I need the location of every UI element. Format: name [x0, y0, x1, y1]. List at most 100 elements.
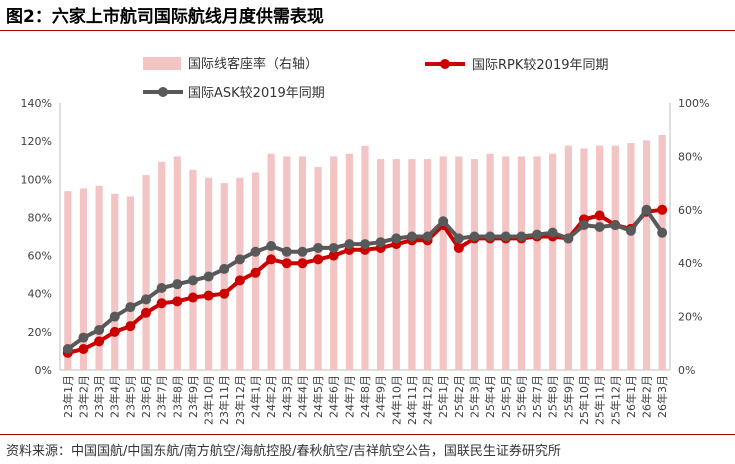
bar-load-factor	[189, 169, 197, 370]
ask-point	[141, 294, 152, 305]
bar-load-factor	[423, 159, 432, 370]
ask-point	[187, 275, 198, 286]
legend-label-rpk: 国际RPK较2019年同期	[472, 58, 608, 73]
x-tick-label: 25年6月	[514, 375, 528, 418]
ask-point	[156, 282, 167, 293]
source-note: 资料来源：中国国航/中国东航/南方航空/海航控股/春秋航空/吉祥航空公告，国联民…	[6, 444, 561, 459]
x-tick-label: 24年2月	[264, 375, 278, 418]
x-tick-label: 25年2月	[452, 375, 466, 418]
bar-load-factor	[642, 140, 651, 370]
bar-load-factor	[627, 143, 635, 370]
legend-label-load-factor: 国际线客座率（右轴）	[188, 56, 318, 72]
x-tick-label: 23年4月	[108, 375, 122, 418]
right-tick-label: 80%	[678, 150, 702, 163]
bar-load-factor	[502, 156, 510, 370]
bar-load-factor	[486, 153, 494, 370]
legend-swatch-load-factor	[143, 57, 181, 70]
bar-load-factor	[111, 193, 119, 370]
ask-point	[297, 246, 308, 257]
x-tick-label: 23年11月	[217, 375, 231, 425]
rpk-point	[109, 326, 120, 337]
x-tick-label: 23年1月	[61, 375, 75, 418]
ask-point	[657, 227, 668, 238]
bar-load-factor	[158, 161, 166, 370]
x-tick-label: 25年1月	[436, 375, 450, 418]
rpk-point	[281, 258, 292, 269]
rpk-point	[187, 292, 198, 303]
bar-load-factor	[95, 185, 103, 370]
right-tick-label: 40%	[678, 257, 702, 270]
x-tick-label: 26年1月	[624, 375, 638, 418]
bar-load-factor	[126, 196, 134, 370]
right-tick-label: 100%	[678, 97, 709, 110]
ask-point	[422, 231, 433, 242]
ask-point	[485, 231, 496, 242]
ask-point	[610, 220, 621, 231]
bar-load-factor	[408, 159, 416, 370]
ask-point	[625, 225, 636, 236]
x-tick-label: 25年5月	[499, 375, 513, 418]
x-tick-label: 23年9月	[186, 375, 200, 418]
rpk-point	[94, 336, 105, 347]
rpk-point	[78, 344, 89, 355]
rpk-point	[328, 250, 339, 261]
x-tick-label: 23年7月	[155, 375, 169, 418]
ask-point	[516, 231, 527, 242]
rpk-point	[172, 296, 183, 307]
ask-point	[360, 239, 370, 250]
title-divider	[0, 30, 735, 31]
x-tick-label: 24年4月	[295, 375, 309, 418]
ask-point	[328, 242, 339, 253]
bar-load-factor	[345, 153, 353, 370]
bar-load-factor	[533, 156, 541, 370]
bar-load-factor	[64, 191, 72, 370]
ask-point	[78, 332, 89, 343]
x-tick-label: 23年6月	[139, 375, 153, 418]
x-tick-label: 24年5月	[311, 375, 325, 418]
bar-load-factor	[580, 148, 588, 370]
x-tick-label: 26年3月	[655, 375, 669, 418]
ask-point	[109, 311, 120, 322]
legend-marker-rpk	[440, 59, 450, 69]
x-tick-label: 24年9月	[374, 375, 388, 418]
ask-point	[563, 233, 574, 244]
ask-point	[406, 231, 417, 242]
bar-load-factor	[517, 156, 526, 370]
left-tick-label: 20%	[28, 326, 52, 339]
ask-point	[313, 242, 324, 253]
line-series-layer	[62, 204, 668, 358]
left-tick-label: 120%	[21, 135, 52, 148]
x-tick-label: 25年11月	[593, 375, 607, 425]
bar-load-factor	[314, 167, 322, 370]
ask-point	[375, 237, 386, 248]
x-tick-label: 23年2月	[76, 375, 90, 418]
x-tick-label: 25年7月	[530, 375, 544, 418]
x-tick-label: 24年7月	[342, 375, 356, 418]
right-tick-label: 20%	[678, 311, 702, 324]
ask-point	[219, 263, 230, 274]
ask-point	[172, 279, 183, 290]
ask-point	[453, 233, 464, 244]
x-tick-label: 24年11月	[405, 375, 419, 425]
ask-point	[578, 220, 589, 231]
bar-load-factor	[611, 145, 619, 370]
rpk-point	[657, 204, 668, 215]
left-tick-label: 80%	[28, 211, 52, 224]
source-divider	[0, 434, 735, 435]
bar-load-factor	[220, 183, 228, 370]
bar-load-factor	[361, 145, 369, 370]
rpk-point	[250, 267, 261, 278]
ask-point	[234, 254, 245, 265]
x-tick-label: 24年12月	[421, 375, 435, 425]
ask-point	[641, 204, 652, 215]
x-tick-label: 24年6月	[327, 375, 341, 418]
ask-point	[94, 324, 105, 335]
ask-point	[547, 227, 558, 238]
rpk-point	[266, 254, 277, 265]
ask-point	[281, 246, 292, 257]
bar-load-factor	[142, 175, 150, 370]
rpk-point	[203, 290, 214, 301]
ask-point	[438, 216, 449, 227]
x-tick-label: 25年12月	[608, 375, 622, 425]
